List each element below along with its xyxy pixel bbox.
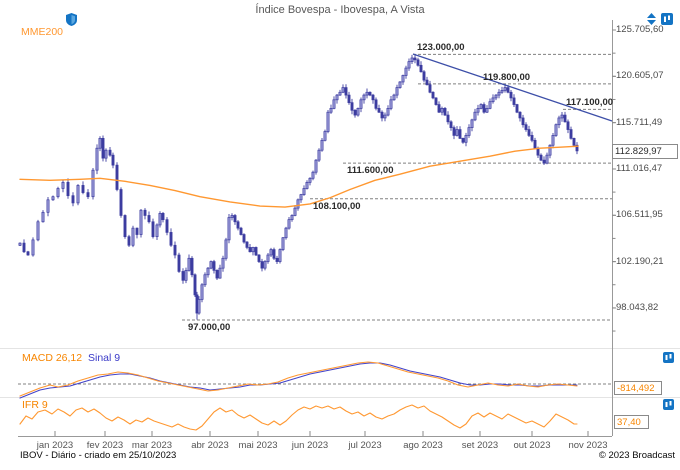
- price-level-label: 111.600,00: [347, 165, 394, 177]
- ifr-settings-icon[interactable]: [663, 399, 674, 410]
- x-axis-month-label: out 2023: [513, 440, 551, 451]
- x-axis-month-label: ago 2023: [403, 440, 443, 451]
- macd-settings-icon[interactable]: [663, 352, 674, 363]
- y-axis-tick-label: 125.705,60: [616, 24, 664, 35]
- price-level-label: 108.100,00: [313, 200, 361, 212]
- symbol-info-footer: IBOV - Diário - criado em 25/10/2023: [20, 450, 177, 461]
- macd-signal-label[interactable]: Sinal 9: [88, 352, 121, 364]
- y-axis-tick-label: 111.016,47: [616, 163, 663, 174]
- chart-tool-icon[interactable]: [661, 13, 673, 25]
- y-axis-tick-label: 102.190,21: [616, 255, 664, 267]
- y-axis-tick-label: 98.043,82: [616, 302, 659, 313]
- x-axis-month-label: jan 2023: [36, 440, 74, 451]
- indicator-shield-icon[interactable]: [66, 13, 77, 26]
- x-axis-month-label: fev 2023: [86, 440, 124, 451]
- y-axis-tick-label: 115.711,49: [616, 116, 663, 128]
- macd-label[interactable]: MACD 26,12: [22, 352, 83, 364]
- chart-title: Índice Bovespa - Ibovespa, A Vista: [255, 4, 425, 16]
- x-axis-month-label: set 2023: [461, 440, 499, 451]
- price-level-label: 117.100,00: [566, 97, 614, 109]
- price-level-label: 119.800,00: [483, 71, 531, 83]
- y-axis-tick-label: 106.511,95: [616, 209, 663, 221]
- y-axis-tick-label: 120.605,07: [616, 70, 664, 82]
- x-axis-month-label: abr 2023: [191, 440, 229, 451]
- ifr-value-box: 37,40: [614, 415, 649, 429]
- x-axis-month-label: jul 2023: [348, 440, 382, 451]
- mme200-legend-label[interactable]: MME200: [21, 26, 64, 38]
- x-axis-month-label: jun 2023: [291, 440, 329, 451]
- price-level-label: 123.000,00: [417, 42, 465, 54]
- copyright-footer: © 2023 Broadcast: [598, 450, 675, 461]
- ifr-label[interactable]: IFR 9: [22, 399, 48, 411]
- x-axis-month-label: nov 2023: [568, 440, 608, 451]
- price-level-label: 97.000,00: [188, 321, 231, 333]
- x-axis-month-label: mar 2023: [131, 440, 173, 451]
- scale-arrows-icon[interactable]: [647, 13, 656, 25]
- macd-value-box: -814,492: [614, 381, 662, 395]
- x-axis-month-label: mai 2023: [238, 440, 278, 451]
- last-price-box: 112.829,97: [612, 144, 678, 159]
